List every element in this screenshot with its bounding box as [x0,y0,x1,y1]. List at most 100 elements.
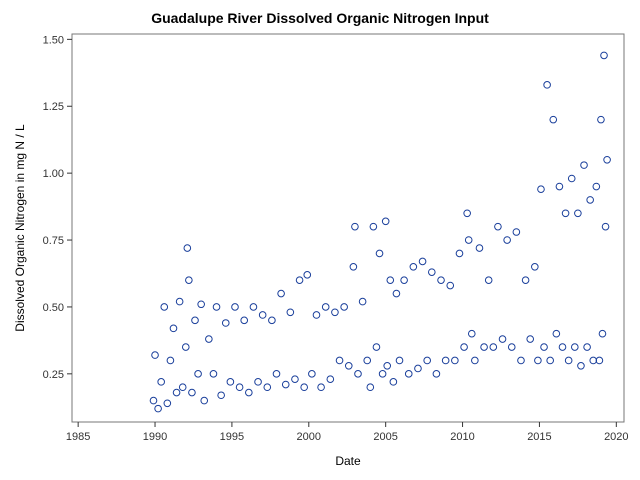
data-point [418,257,427,266]
data-point [552,329,561,338]
data-point [598,329,607,338]
x-tick-label: 1985 [66,431,90,443]
data-point [295,276,304,284]
data-point [183,244,192,252]
data-point [268,316,276,325]
data-point [191,316,199,325]
data-point [409,263,418,271]
data-point [597,115,605,124]
data-point [494,222,502,231]
data-point [507,343,516,351]
x-tick-label: 2000 [297,431,321,443]
data-point [603,155,611,164]
x-axis: 1985 1990 1995 2000 2005 2010 2015 2020 [66,422,629,443]
data-point [583,343,591,351]
data-point [286,308,295,317]
data-point [375,249,384,258]
data-point [586,196,594,204]
data-point [188,388,196,397]
data-point [467,329,476,338]
data-point [592,182,601,191]
data-point [326,375,335,383]
data-point [484,276,493,284]
data-point [577,362,585,370]
data-point [200,396,209,405]
data-point [480,343,488,351]
data-point [212,303,221,311]
data-point [205,335,213,343]
data-point [571,343,579,351]
data-point [194,370,202,378]
data-point [331,308,339,317]
y-tick-label: 0.50 [43,302,64,314]
data-point [381,217,390,226]
data-point [463,209,471,218]
data-point [281,380,290,389]
data-point [366,383,375,392]
x-tick-label: 2020 [604,431,628,443]
data-point [451,356,459,365]
data-point [277,289,285,298]
data-point [163,399,172,408]
y-tick-label: 0.25 [43,369,64,381]
data-point [512,228,521,236]
data-point [209,370,218,378]
data-point [354,370,362,378]
data-point [369,222,378,231]
data-point [540,343,548,351]
data-point [231,303,239,311]
data-point [386,276,395,284]
data-point [595,356,604,365]
data-point [414,364,422,373]
data-point [489,343,498,351]
data-point [475,244,484,252]
y-axis-title: Dissolved Organic Nitrogen in mg N / L [13,124,27,332]
data-point [235,383,244,392]
data-point [349,263,358,271]
data-point [249,303,258,311]
y-tick-label: 1.50 [43,34,64,46]
data-point [446,281,455,290]
data-point [226,378,235,386]
data-point [185,276,193,284]
data-point [580,161,588,169]
data-point [460,343,468,351]
data-point [175,297,184,306]
data-point [166,356,175,365]
data-point [245,388,253,397]
x-axis-title: Date [335,454,361,468]
data-points [149,51,611,413]
data-point [543,81,551,89]
data-point [503,236,511,244]
data-point [537,185,545,193]
x-tick-label: 2005 [373,431,397,443]
data-point [455,249,464,258]
data-point [240,316,249,325]
data-point [178,383,187,392]
x-tick-label: 2010 [450,431,474,443]
data-point [392,289,401,298]
data-point [221,319,230,327]
data-point [151,351,159,359]
data-point [546,356,554,365]
data-point [498,335,507,343]
data-point [160,303,169,311]
data-point [321,303,330,311]
data-point [308,370,316,378]
data-point [561,209,570,218]
data-point [157,378,165,386]
y-tick-label: 0.75 [43,235,64,247]
x-tick-label: 1995 [220,431,244,443]
y-tick-label: 1.25 [43,101,64,113]
data-point [400,276,408,284]
data-point [555,182,564,191]
x-tick-label: 1990 [143,431,167,443]
data-point [471,356,479,365]
data-point [169,324,178,333]
data-point [601,222,610,231]
data-point [149,396,158,405]
data-point [340,303,348,311]
data-point [358,297,367,306]
